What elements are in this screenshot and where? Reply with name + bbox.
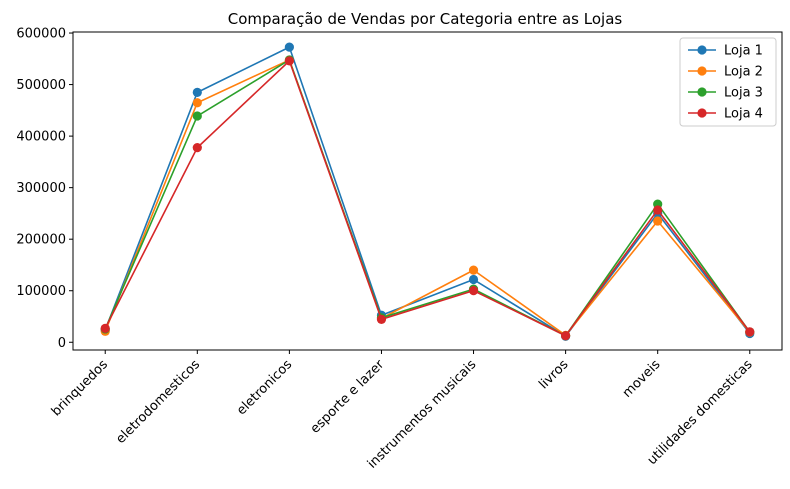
data-point [561, 331, 571, 341]
legend: Loja 1 Loja 2 Loja 3 Loja 4 [679, 37, 777, 127]
legend-item: Loja 3 [688, 86, 763, 101]
series-line [104, 46, 751, 338]
x-tick-label: esporte e lazer [308, 357, 388, 437]
legend-marker [697, 108, 707, 118]
data-point [284, 56, 294, 66]
legend-label: Loja 2 [724, 65, 763, 80]
data-point [192, 143, 202, 153]
legend-marker [697, 66, 707, 76]
legend-label: Loja 1 [724, 44, 763, 59]
y-axis-ticks: 0 100000 200000 300000 400000 500000 600000 [16, 27, 73, 351]
y-tick-label: 200000 [16, 233, 66, 248]
legend-marker [697, 87, 707, 97]
series-line [104, 59, 751, 337]
series-loja-4 [100, 56, 755, 341]
x-tick-label: instrumentos musicais [365, 357, 480, 472]
data-point [468, 265, 479, 275]
series-line [104, 59, 751, 337]
data-point [192, 98, 202, 108]
plot-frame [72, 31, 783, 351]
x-axis-ticks: brinquedos eletrodomesticos eletronicos esp… [49, 350, 756, 472]
legend-item: Loja 4 [688, 107, 763, 122]
x-tick-label: eletronicos [234, 357, 295, 418]
y-tick-label: 500000 [16, 78, 66, 93]
data-point [468, 286, 479, 296]
x-tick-label: brinquedos [49, 357, 111, 419]
data-point [376, 314, 387, 324]
series-line [104, 60, 751, 337]
y-tick-label: 0 [58, 336, 66, 351]
data-point [468, 274, 479, 285]
data-point [192, 87, 202, 97]
data-point [100, 323, 110, 333]
x-tick-label: moveis [620, 357, 664, 401]
legend-box [679, 37, 777, 127]
y-tick-label: 400000 [16, 130, 66, 145]
chart-title: Comparação de Vendas por Categoria entre… [228, 10, 623, 28]
data-point [284, 42, 294, 52]
data-point [653, 205, 663, 215]
y-tick-label: 100000 [16, 284, 66, 299]
data-point [745, 327, 755, 337]
data-point [192, 111, 202, 121]
x-tick-label: eletrodomesticos [113, 357, 203, 447]
x-tick-label: livros [536, 357, 571, 392]
legend-item: Loja 1 [688, 44, 763, 59]
plot-area [73, 32, 782, 350]
data-point [653, 216, 663, 226]
x-tick-label: utilidades domesticas [645, 357, 756, 468]
y-tick-label: 300000 [16, 181, 66, 196]
legend-label: Loja 4 [724, 107, 763, 122]
legend-label: Loja 3 [724, 86, 763, 101]
legend-marker [697, 45, 707, 55]
series-layer [100, 42, 755, 341]
legend-item: Loja 2 [688, 65, 763, 80]
y-tick-label: 600000 [16, 27, 66, 42]
